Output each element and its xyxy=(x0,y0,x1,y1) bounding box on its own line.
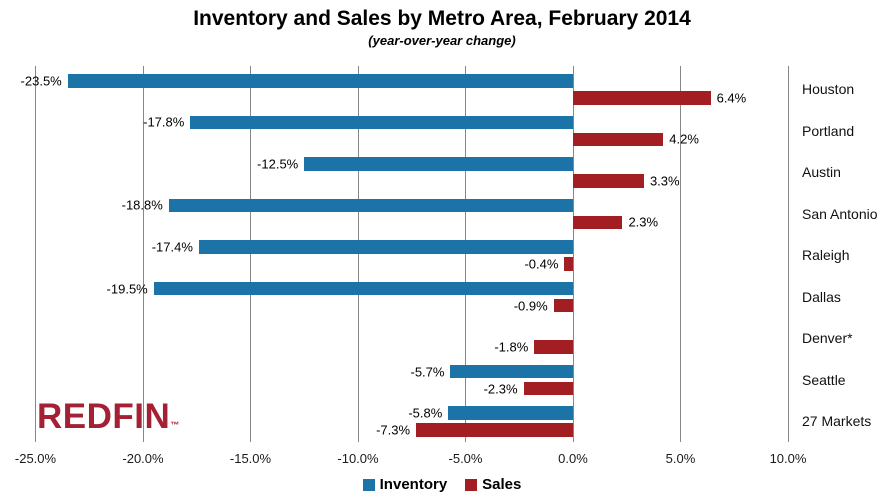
sales-swatch-icon xyxy=(465,478,478,491)
value-label-inventory-raleigh: -17.4% xyxy=(151,239,193,255)
bar-inventory-27-markets xyxy=(448,406,573,420)
value-label-sales-houston: 6.4% xyxy=(716,90,747,106)
bar-sales-raleigh xyxy=(564,257,573,271)
value-label-sales-austin: 3.3% xyxy=(649,173,680,189)
x-tick-label: 10.0% xyxy=(769,451,807,466)
gridline--25 xyxy=(35,66,36,442)
inventory-swatch-icon xyxy=(362,478,375,491)
bar-sales-denver xyxy=(534,340,573,354)
category-label-san-antonio: San Antonio xyxy=(802,205,878,222)
category-label-seattle: Seattle xyxy=(802,371,846,388)
value-label-sales-denver: -1.8% xyxy=(494,339,529,355)
category-label-dallas: Dallas xyxy=(802,288,841,305)
bar-sales-austin xyxy=(573,174,644,188)
bar-inventory-austin xyxy=(304,157,573,171)
x-tick-label: 0.0% xyxy=(558,451,588,466)
bar-inventory-dallas xyxy=(153,281,573,296)
value-label-inventory-houston: -23.5% xyxy=(20,73,62,89)
value-label-sales-seattle: -2.3% xyxy=(483,381,518,397)
chart-title: Inventory and Sales by Metro Area, Febru… xyxy=(193,7,691,30)
value-label-inventory-dallas: -19.5% xyxy=(106,281,148,296)
trademark-icon: ™ xyxy=(170,420,180,430)
bar-sales-houston xyxy=(573,91,711,105)
value-label-inventory-san-antonio: -18.8% xyxy=(121,197,163,213)
bar-inventory-houston xyxy=(67,74,573,88)
bar-sales-san-antonio xyxy=(573,215,623,230)
gridline-5 xyxy=(680,66,681,442)
x-tick-label: -20.0% xyxy=(122,451,164,466)
bar-inventory-san-antonio xyxy=(168,198,573,213)
value-label-sales-portland: 4.2% xyxy=(669,131,699,147)
gridline--5 xyxy=(465,66,466,442)
x-tick-label: -25.0% xyxy=(14,451,57,466)
legend-item-sales: Sales xyxy=(465,476,521,493)
value-label-inventory-portland: -17.8% xyxy=(143,114,185,130)
category-label-portland: Portland xyxy=(802,122,855,139)
category-label-27-markets: 27 Markets xyxy=(802,413,872,430)
value-label-inventory-austin: -12.5% xyxy=(257,156,299,172)
bar-inventory-raleigh xyxy=(198,240,573,254)
gridline-0 xyxy=(572,66,574,442)
bar-sales-seattle xyxy=(523,381,573,396)
x-tick-label: 5.0% xyxy=(665,451,696,466)
legend-label-inventory: Inventory xyxy=(379,476,448,493)
x-tick-label: -10.0% xyxy=(337,451,379,466)
chart-subtitle: (year-over-year change) xyxy=(368,33,516,48)
value-label-sales-dallas: -0.9% xyxy=(513,298,548,313)
gridline--20 xyxy=(142,66,144,442)
redfin-logo: REDFIN™ xyxy=(37,398,180,444)
x-tick-label: -5.0% xyxy=(448,451,483,466)
value-label-inventory-seattle: -5.7% xyxy=(410,364,445,380)
bar-sales-portland xyxy=(573,132,664,147)
gridline-10 xyxy=(787,66,789,442)
category-label-houston: Houston xyxy=(802,81,855,97)
bar-inventory-portland xyxy=(190,115,573,130)
redfin-logo-text: REDFIN xyxy=(37,397,171,436)
gridline--10 xyxy=(357,66,359,442)
legend: Inventory Sales xyxy=(0,476,884,493)
bar-inventory-seattle xyxy=(450,364,573,379)
x-tick-label: -15.0% xyxy=(229,451,272,466)
category-label-austin: Austin xyxy=(802,164,841,181)
value-label-sales-raleigh: -0.4% xyxy=(524,256,559,272)
category-label-denver: Denver* xyxy=(802,330,853,347)
category-label-raleigh: Raleigh xyxy=(802,247,850,264)
legend-label-sales: Sales xyxy=(482,476,522,493)
gridline--15 xyxy=(250,66,251,442)
bar-sales-27-markets xyxy=(416,423,573,437)
value-label-inventory-27-markets: -5.8% xyxy=(408,405,443,421)
value-label-sales-27-markets: -7.3% xyxy=(376,422,411,438)
bar-sales-dallas xyxy=(553,298,573,313)
legend-item-inventory: Inventory xyxy=(362,476,448,493)
value-label-sales-san-antonio: 2.3% xyxy=(628,214,659,230)
